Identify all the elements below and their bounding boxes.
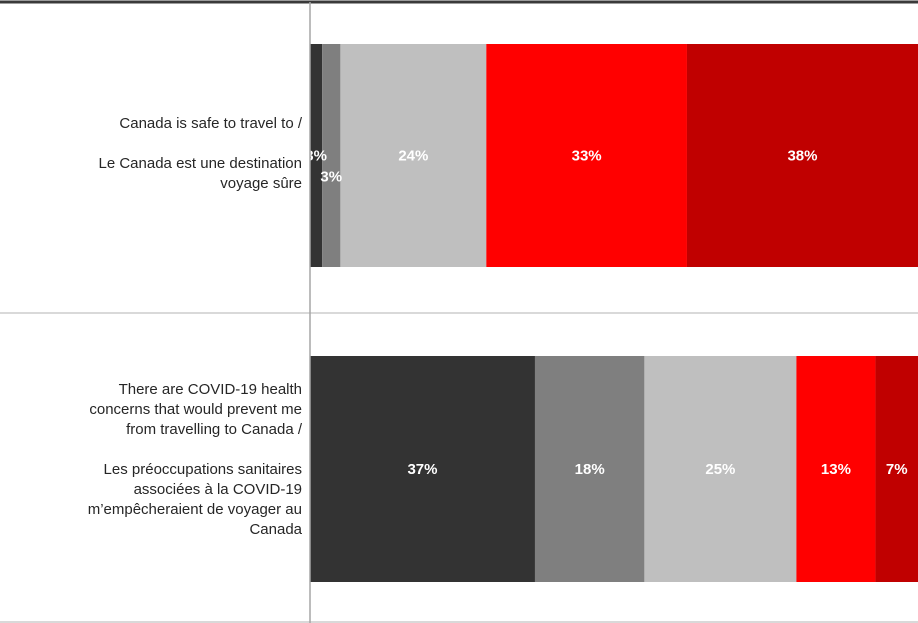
bar-segment-c0-s4 [686,44,918,267]
bar-segment-c0-s2 [340,44,487,267]
category-label-line: Les préoccupations sanitaires [103,461,302,478]
segment-label-c1-s3: 13% [821,461,851,478]
bar-segment-c0-s1 [322,44,341,267]
category-label-line: m’empêcheraient de voyager au [87,501,302,518]
segment-label-c1-s4: 7% [886,461,908,478]
category-label-1: There are COVID-19 health concerns that w… [10,380,302,540]
category-label-line: Canada [249,521,302,538]
segment-label-c0-s2: 24% [398,148,428,165]
bar-segment-c0-s3 [486,44,687,267]
category-label-gap [10,134,302,154]
segment-label-c0-s1: 3% [320,169,342,186]
segment-label-c1-s0: 37% [407,461,437,478]
bar-segment-c1-s0 [310,356,535,582]
segment-label-c1-s2: 25% [705,461,735,478]
category-label-line: There are COVID-19 health [118,381,302,398]
segment-label-c0-s4: 38% [787,148,817,165]
bar-segment-c1-s1 [534,356,645,582]
segment-labels: 3% 3% 24% 33% 38% 37% 18% 25% 13% 7% [305,148,907,479]
segment-label-c0-s3: 33% [572,148,602,165]
category-label-gap [10,440,302,460]
category-label-line: from travelling to Canada / [126,421,302,438]
bar-segment-c1-s4 [875,356,918,582]
bar-segment-c1-s3 [796,356,876,582]
segment-label-c1-s1: 18% [575,461,605,478]
category-label-line: Le Canada est une destination [98,155,303,172]
category-label-0: Canada is safe to travel to / Le Canada e… [10,114,303,194]
bar-segment-c0-s0 [310,44,323,267]
bar-segments [310,44,918,582]
segment-label-c0-s0: 3% [305,148,327,165]
category-label-line: Canada is safe to travel to / [119,115,302,132]
category-label-line: associées à la COVID-19 [133,481,302,498]
category-label-line: concerns that would prevent me [89,401,302,418]
bar-segment-c1-s2 [644,356,797,582]
category-label-line: voyage sûre [220,175,302,192]
